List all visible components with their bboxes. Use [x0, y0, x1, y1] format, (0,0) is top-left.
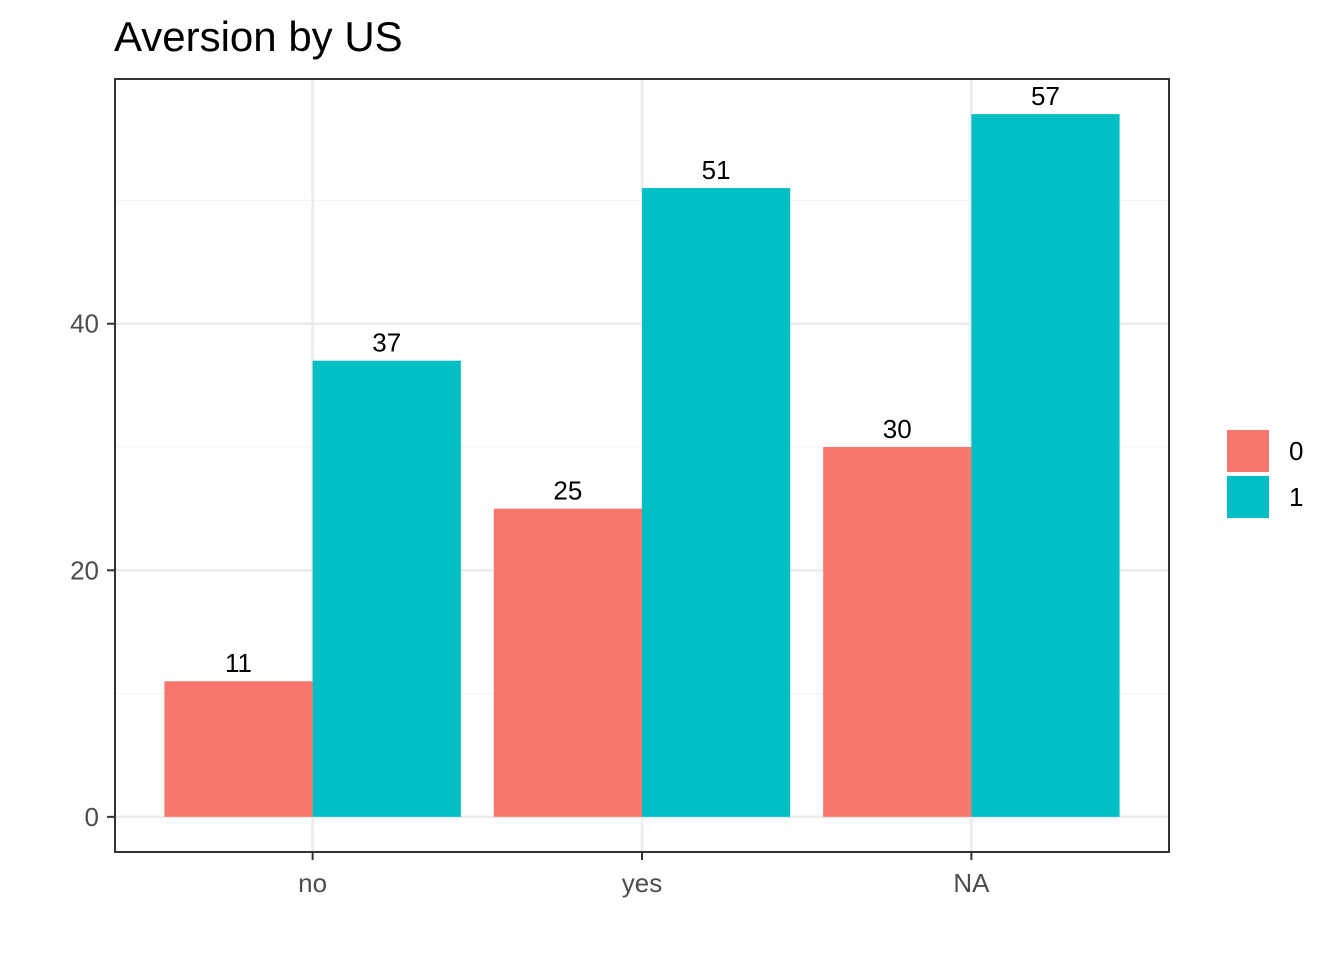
x-tick-label: NA: [953, 868, 990, 898]
y-tick-label: 20: [70, 555, 99, 585]
y-tick-label: 40: [70, 309, 99, 339]
bar-no-series-1: [312, 360, 461, 817]
x-axis: no yes NA: [298, 852, 990, 898]
legend-key-0: [1227, 430, 1269, 472]
legend-label-0: 0: [1289, 436, 1303, 466]
bars: [164, 114, 1120, 817]
data-label-yes-series-1: 51: [702, 155, 731, 185]
bar-yes-series-1: [642, 188, 791, 817]
bar-NA-series-1: [971, 114, 1120, 817]
bar-NA-series-0: [823, 447, 972, 817]
bar-yes-series-0: [493, 508, 642, 817]
data-label-no-series-0: 11: [225, 648, 252, 678]
legend: 01: [1227, 430, 1303, 518]
data-label-yes-series-0: 25: [553, 476, 582, 506]
data-label-no-series-1: 37: [372, 328, 401, 358]
x-tick-label: yes: [622, 868, 662, 898]
legend-label-1: 1: [1289, 482, 1303, 512]
y-axis: 0 20 40: [70, 309, 115, 832]
data-label-NA-series-0: 30: [883, 414, 912, 444]
data-label-NA-series-1: 57: [1031, 81, 1060, 111]
legend-key-1: [1227, 476, 1269, 518]
plot-panel: 11 37 25 51 30 57: [114, 78, 1170, 853]
data-labels: 11 37 25 51 30 57: [225, 81, 1060, 678]
y-tick-label: 0: [85, 802, 99, 832]
bar-no-series-0: [164, 681, 313, 817]
chart-title: Aversion by US: [114, 13, 403, 60]
x-tick-label: no: [298, 868, 327, 898]
